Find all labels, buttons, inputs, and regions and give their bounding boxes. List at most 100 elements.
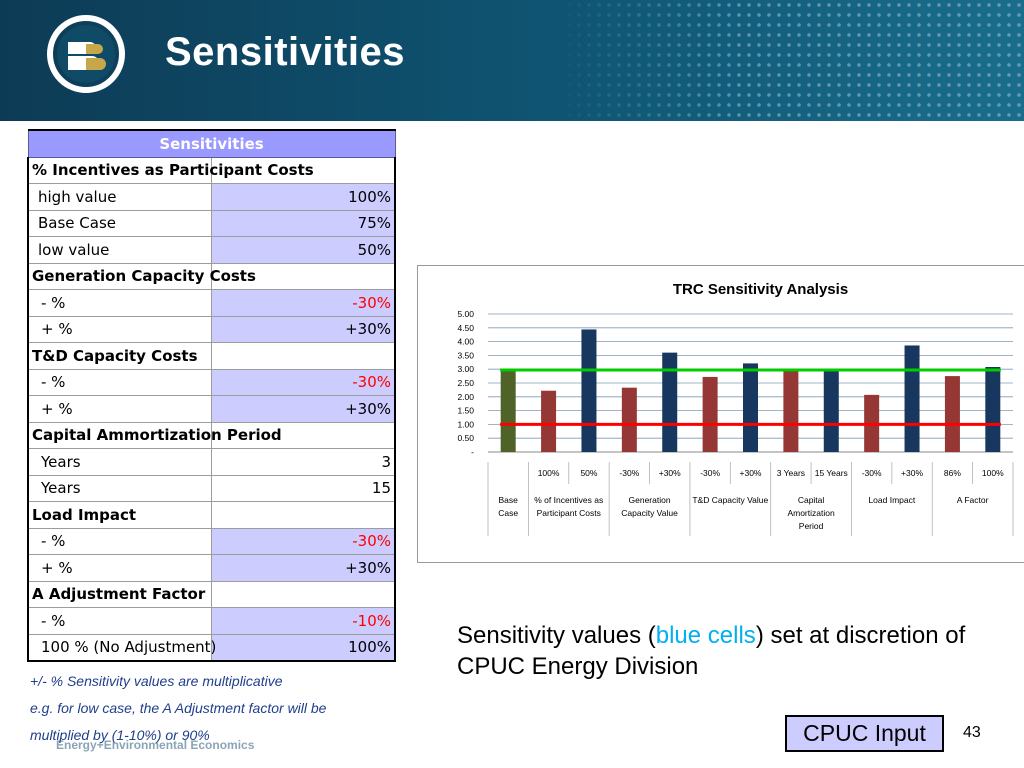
note-line-3: multiplied by (1-10%) or 90% [30, 727, 210, 743]
row-label: Base Case [27, 209, 212, 237]
caption-part-1: Sensitivity values ( [457, 622, 656, 649]
cpuc-input-legend: CPUC Input [785, 715, 944, 752]
y-tick-label: 2.50 [457, 378, 474, 388]
note-line-2: e.g. for low case, the A Adjustment fact… [30, 700, 327, 716]
chart-bar [662, 352, 678, 452]
group-label: Capacity Value [621, 508, 678, 518]
group-label: Case [498, 508, 518, 518]
row-label: + % [27, 554, 212, 582]
value-cell: 3 [211, 448, 396, 476]
caption-text: Sensitivity values (blue cells) set at d… [457, 620, 997, 682]
chart-bar [702, 376, 718, 452]
table-header: Sensitivities [27, 129, 396, 158]
table-row: high value 100% [27, 183, 396, 211]
note-line-1: +/- % Sensitivity values are multiplicat… [30, 673, 283, 689]
group-label: Participant Costs [537, 508, 601, 518]
value-cell [211, 156, 396, 184]
y-tick-label: 4.00 [457, 337, 474, 347]
chart-title: TRC Sensitivity Analysis [673, 281, 848, 298]
input-value-cell[interactable]: -10% [211, 607, 396, 635]
row-label: low value [27, 236, 212, 264]
table-header-row: Sensitivities [27, 129, 396, 158]
group-label: A Factor [957, 495, 989, 505]
value-cell [211, 580, 396, 608]
group-label: Load Impact [868, 495, 915, 505]
section-label: Capital Ammortization Period [27, 421, 282, 449]
x-tick-label: +30% [659, 468, 681, 478]
caption-highlight: blue cells [655, 622, 756, 649]
group-label: Generation [629, 495, 671, 505]
chart-bar [944, 376, 960, 452]
page-title: Sensitivities [165, 30, 405, 74]
chart-bar [783, 370, 799, 452]
row-label: + % [27, 395, 212, 423]
table-section-row: Load Impact [27, 501, 396, 529]
input-value-cell[interactable]: -30% [211, 289, 396, 317]
row-label: 100 % (No Adjustment) [27, 633, 216, 662]
input-value-cell[interactable]: -30% [211, 368, 396, 396]
row-label: - % [27, 527, 212, 555]
table-row: Years 3 [27, 448, 396, 476]
input-value-cell[interactable]: 75% [211, 209, 396, 237]
chart-bar [541, 390, 557, 452]
group-label: Capital [798, 495, 825, 505]
input-value-cell[interactable]: +30% [211, 315, 396, 343]
table-row: Years 15 [27, 474, 396, 502]
input-value-cell[interactable]: +30% [211, 395, 396, 423]
row-label: - % [27, 289, 212, 317]
table-row: low value 50% [27, 236, 396, 264]
y-tick-label: - [471, 447, 474, 457]
chart-canvas: TRC Sensitivity Analysis - 0.50 1.00 1.50 2.0… [457, 281, 1014, 536]
x-tick-label: 100% [982, 468, 1004, 478]
section-label: T&D Capacity Costs [27, 342, 212, 370]
y-tick-label: 0.50 [457, 433, 474, 443]
group-label: T&D Capacity Value [692, 495, 768, 505]
row-label: Years [27, 474, 212, 502]
input-value-cell[interactable]: 100% [211, 183, 396, 211]
value-cell [211, 501, 396, 529]
table-section-row: Generation Capacity Costs [27, 262, 396, 290]
x-tick-label: 86% [944, 468, 961, 478]
y-tick-label: 5.00 [457, 309, 474, 319]
table-row: - % -30% [27, 527, 396, 555]
input-value-cell[interactable]: +30% [211, 554, 396, 582]
header-dot-pattern [554, 0, 1024, 121]
table-section-row: A Adjustment Factor [27, 580, 396, 608]
table-row: - % -30% [27, 289, 396, 317]
value-cell: 15 [211, 474, 396, 502]
footer-company-text: Energy+Environmental Economics [56, 738, 255, 752]
x-tick-label: 50% [580, 468, 597, 478]
slide-header: Sensitivities [0, 0, 1024, 121]
chart-bar [500, 370, 516, 452]
x-tick-label: 3 Years [777, 468, 805, 478]
company-logo-icon [47, 15, 125, 93]
row-label: - % [27, 607, 212, 635]
table-section-row: % Incentives as Participant Costs [27, 156, 396, 184]
table-row: + % +30% [27, 554, 396, 582]
section-label: % Incentives as Participant Costs [27, 156, 314, 184]
table-row: - % -30% [27, 368, 396, 396]
input-value-cell[interactable]: 100% [211, 633, 396, 662]
chart-bar [823, 370, 839, 452]
x-tick-label: -30% [700, 468, 720, 478]
input-value-cell[interactable]: -30% [211, 527, 396, 555]
chart-bar [581, 329, 597, 452]
y-tick-label: 3.50 [457, 350, 474, 360]
section-label: Load Impact [27, 501, 212, 529]
chart-bar [985, 366, 1001, 452]
x-tick-label: -30% [862, 468, 882, 478]
value-cell [211, 342, 396, 370]
input-value-cell[interactable]: 50% [211, 236, 396, 264]
row-label: + % [27, 315, 212, 343]
caption-part-2: ) set at discretion of CPUC Energy Divis… [457, 622, 966, 680]
table-row: 100 % (No Adjustment) 100% [27, 633, 396, 662]
group-label: Base [499, 495, 519, 505]
row-label: Years [27, 448, 212, 476]
section-label: Generation Capacity Costs [27, 262, 256, 290]
table-section-row: T&D Capacity Costs [27, 342, 396, 370]
chart-bar [743, 363, 758, 452]
value-cell [211, 262, 396, 290]
chart-bar [621, 387, 637, 452]
table-row: Base Case 75% [27, 209, 396, 237]
group-label: Period [799, 521, 824, 531]
